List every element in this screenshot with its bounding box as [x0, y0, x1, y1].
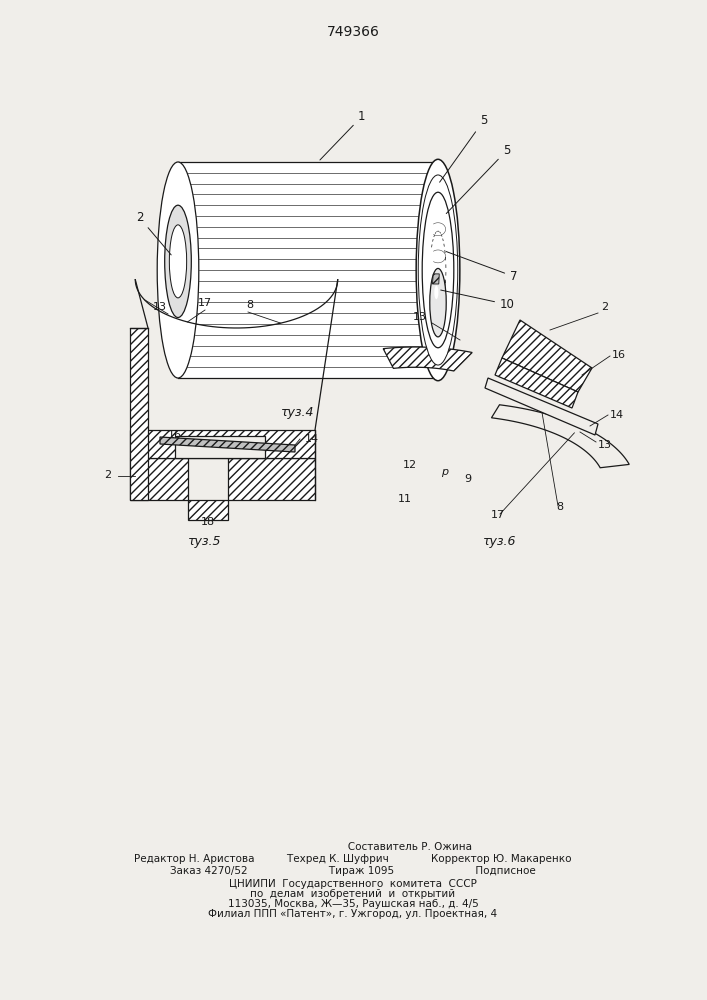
Polygon shape [228, 458, 315, 500]
Text: Составитель Р. Ожина: Составитель Р. Ожина [234, 842, 472, 852]
Text: 16: 16 [612, 350, 626, 360]
Text: 17: 17 [198, 298, 212, 308]
Text: 2: 2 [105, 470, 112, 480]
Text: 18: 18 [201, 517, 215, 527]
Text: Редактор Н. Аристова          Техред К. Шуфрич             Корректор Ю. Макаренк: Редактор Н. Аристова Техред К. Шуфрич Ко… [134, 854, 572, 864]
Text: τуз.5: τуз.5 [188, 535, 222, 548]
Text: 13: 13 [598, 440, 612, 450]
Text: 1: 1 [320, 110, 366, 160]
Text: 2: 2 [602, 302, 609, 312]
Ellipse shape [419, 175, 457, 365]
Text: 11: 11 [398, 494, 412, 504]
Text: 5: 5 [446, 144, 510, 214]
Text: 12: 12 [403, 460, 417, 470]
Polygon shape [160, 437, 295, 452]
Text: Филиал ППП «Патент», г. Ужгород, ул. Проектная, 4: Филиал ППП «Патент», г. Ужгород, ул. Про… [209, 909, 498, 919]
Polygon shape [130, 458, 188, 500]
Text: τуз.4: τуз.4 [281, 406, 315, 419]
Text: ЦНИИПИ  Государственного  комитета  СССР: ЦНИИПИ Государственного комитета СССР [229, 879, 477, 889]
Text: 7: 7 [446, 252, 518, 283]
Polygon shape [175, 436, 265, 458]
Text: 2: 2 [136, 211, 171, 255]
Ellipse shape [434, 286, 438, 299]
Polygon shape [130, 430, 315, 458]
Text: 10: 10 [440, 290, 515, 311]
Polygon shape [485, 378, 598, 435]
Polygon shape [178, 162, 438, 378]
Text: 5: 5 [440, 114, 487, 182]
Text: 8: 8 [556, 502, 563, 512]
Polygon shape [502, 320, 592, 392]
Text: 14: 14 [305, 434, 319, 444]
Text: 13: 13 [413, 312, 427, 322]
Text: 14: 14 [610, 410, 624, 420]
Polygon shape [130, 328, 148, 500]
Text: Заказ 4270/52                         Тираж 1095                         Подписн: Заказ 4270/52 Тираж 1095 Подписн [170, 866, 536, 876]
Polygon shape [383, 347, 472, 371]
Text: 9: 9 [464, 474, 472, 484]
Polygon shape [188, 500, 228, 520]
Ellipse shape [430, 268, 446, 337]
Ellipse shape [422, 192, 454, 348]
Ellipse shape [170, 225, 187, 298]
Text: 113035, Москва, Ж—35, Раушская наб., д. 4/5: 113035, Москва, Ж—35, Раушская наб., д. … [228, 899, 479, 909]
Text: 749366: 749366 [327, 25, 380, 39]
Ellipse shape [157, 162, 199, 378]
Text: по  делам  изобретений  и  открытий: по делам изобретений и открытий [250, 889, 455, 899]
Text: 13: 13 [153, 302, 167, 312]
Ellipse shape [165, 205, 192, 318]
Polygon shape [495, 358, 578, 408]
Text: 16: 16 [168, 430, 182, 440]
Text: 17: 17 [491, 510, 505, 520]
Polygon shape [433, 274, 439, 284]
Text: τуз.6: τуз.6 [484, 535, 517, 548]
Polygon shape [491, 405, 629, 468]
Ellipse shape [416, 159, 460, 381]
Text: p: p [441, 467, 448, 477]
Text: 8: 8 [247, 300, 254, 310]
